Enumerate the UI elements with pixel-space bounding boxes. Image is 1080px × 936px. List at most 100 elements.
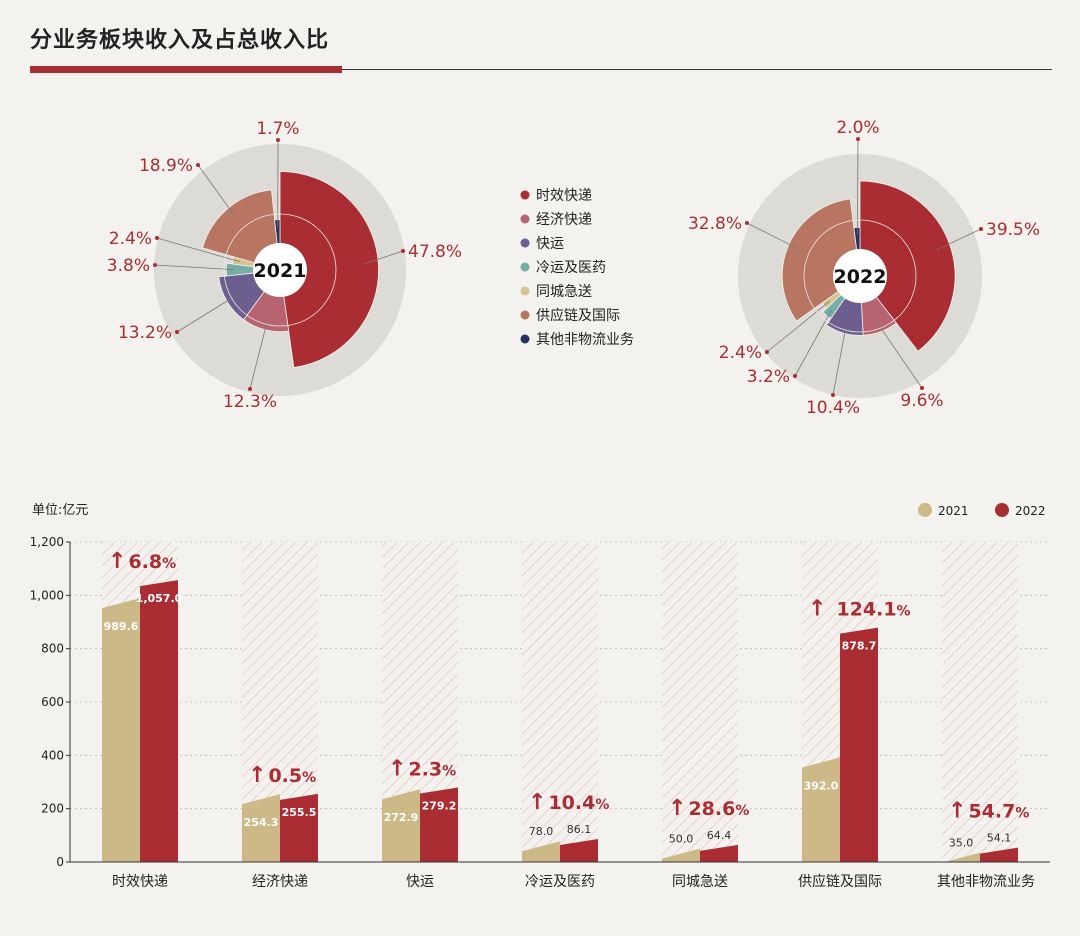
category-label: 时效快递 xyxy=(112,874,168,890)
y-tick-label: 200 xyxy=(41,802,64,816)
value-label-2021: 78.0 xyxy=(529,825,554,838)
bar-2021 xyxy=(242,794,280,862)
inner-guide-circle xyxy=(803,219,917,333)
leader-dot xyxy=(856,137,860,141)
pct-label: 2.0% xyxy=(836,118,879,138)
legend-label: 其他非物流业务 xyxy=(536,332,634,348)
leader-dot xyxy=(979,227,983,231)
leader-line xyxy=(857,138,859,235)
value-label-2022: 279.2 xyxy=(422,800,457,813)
legend-item: 经济快递 xyxy=(520,212,592,228)
bar-2022 xyxy=(700,844,738,862)
pct-label: 10.4% xyxy=(806,398,860,418)
pct-label: 2.4% xyxy=(719,343,762,363)
leader-line xyxy=(766,300,830,353)
leader-line xyxy=(154,264,235,271)
bar-2021 xyxy=(102,598,140,862)
pct-label: 18.9% xyxy=(139,156,193,176)
bar-2022 xyxy=(980,847,1018,862)
leader-dot xyxy=(920,386,924,390)
legend-label: 供应链及国际 xyxy=(536,307,620,324)
value-label-2022: 255.5 xyxy=(282,806,317,819)
value-label-2021: 50.0 xyxy=(669,833,694,846)
leader-dot xyxy=(745,221,749,225)
leader-line xyxy=(832,324,847,396)
y-tick-label: 1,000 xyxy=(30,588,64,602)
leader-dot xyxy=(793,374,797,378)
pct-label: 32.8% xyxy=(688,214,742,234)
growth-label: ↑ 0.5% xyxy=(248,763,316,788)
y-tick-label: 0 xyxy=(56,855,64,869)
value-label-2022: 878.7 xyxy=(842,640,877,653)
leader-dot xyxy=(248,387,252,391)
series-legend-dot xyxy=(918,503,932,517)
bar-2022 xyxy=(140,580,178,862)
leader-dot xyxy=(153,263,157,267)
bar-group: 35.0 54.1 ↑ 54.7% 其他非物流业务 xyxy=(937,542,1035,890)
bar-group: 392.0 878.7 ↑ 124.1% 供应链及国际 xyxy=(798,542,911,890)
y-tick-label: 1,200 xyxy=(30,535,64,549)
year-label: 2021 xyxy=(254,260,307,282)
legend-item: 供应链及国际 xyxy=(520,307,620,324)
bar-group: 50.0 64.4 ↑ 28.6% 同城急送 xyxy=(662,542,749,890)
value-label-2021: 989.6 xyxy=(104,620,139,633)
pct-label: 47.8% xyxy=(408,242,462,262)
value-label-2021: 392.0 xyxy=(804,779,839,792)
title-rule xyxy=(30,69,1052,70)
category-label: 同城急送 xyxy=(672,874,728,890)
series-legend-label: 2021 xyxy=(938,504,969,518)
center-disc xyxy=(833,249,887,303)
legend-dot xyxy=(520,286,530,296)
leader-dot xyxy=(831,393,835,397)
growth-label: ↑ 10.4% xyxy=(528,790,609,815)
bar-group: 78.0 86.1 ↑ 10.4% 冷运及医药 xyxy=(522,542,609,890)
center-disc xyxy=(253,243,307,297)
legend-dot xyxy=(520,190,530,200)
bar-group: 989.6 1,057.0 ↑ 6.8% 时效快递 xyxy=(102,542,183,890)
series-legend-dot xyxy=(995,503,1009,517)
legend-dot xyxy=(520,310,530,320)
bar-2021 xyxy=(382,789,420,862)
pct-label: 12.3% xyxy=(223,392,277,412)
bar-2022 xyxy=(280,793,318,862)
bar-hatch-bg xyxy=(522,542,598,862)
leader-line xyxy=(176,295,235,333)
pct-label: 9.6% xyxy=(900,391,943,411)
legend-dot xyxy=(520,262,530,272)
leader-line xyxy=(877,323,923,389)
bar-2022 xyxy=(840,627,878,862)
legend-item: 其他非物流业务 xyxy=(520,332,634,348)
category-label: 快运 xyxy=(406,874,434,890)
bar-2021 xyxy=(802,757,840,862)
donut-charts: 47.8% 12.3% 13.2% 3.8% 2.4% 18.9% 1.7% 2021 39.5… xyxy=(107,118,1040,418)
legend-dot xyxy=(520,334,530,344)
unit-label: 单位:亿元 xyxy=(32,503,88,518)
pct-label: 2.4% xyxy=(109,229,152,249)
value-label-2022: 86.1 xyxy=(567,823,592,836)
value-label-2021: 254.3 xyxy=(244,816,279,829)
legend-dot xyxy=(520,214,530,224)
year-label: 2022 xyxy=(834,266,887,288)
donut-chart-2021: 47.8% 12.3% 13.2% 3.8% 2.4% 18.9% 1.7% 2021 xyxy=(107,119,462,412)
legend-item: 时效快递 xyxy=(520,188,592,204)
leader-dot xyxy=(276,138,280,142)
bar-chart: 单位:亿元 2021 2022 0 200 400 600 800 1,000 1,200 989.… xyxy=(30,503,1050,890)
leader-line xyxy=(936,228,982,251)
leader-line xyxy=(156,237,241,263)
leader-dot xyxy=(765,350,769,354)
legend-label: 同城急送 xyxy=(536,284,592,300)
category-label: 经济快递 xyxy=(252,874,308,890)
leader-line xyxy=(363,250,404,265)
bar-hatch-bg xyxy=(662,542,738,862)
bar-hatch-bg xyxy=(942,542,1018,862)
y-tick-label: 600 xyxy=(41,695,64,709)
y-tick-label: 800 xyxy=(41,642,64,656)
legend-item: 冷运及医药 xyxy=(520,260,606,276)
legend-label: 快运 xyxy=(536,236,564,252)
value-label-2021: 35.0 xyxy=(949,837,974,850)
leader-line xyxy=(794,309,832,377)
pct-label: 3.2% xyxy=(747,367,790,387)
